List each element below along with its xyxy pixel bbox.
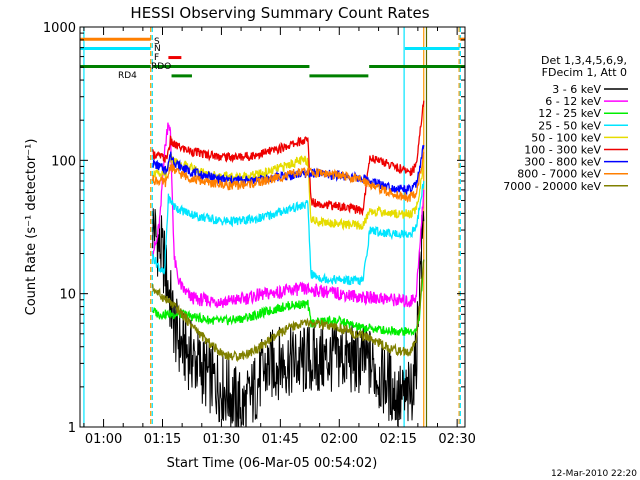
y-tick-label: 100 xyxy=(51,154,76,169)
flag-label-s: S xyxy=(154,37,160,47)
legend-entry-label: 100 - 300 keV xyxy=(524,144,601,157)
series-line-3 xyxy=(152,259,425,337)
legend-entry-label: 25 - 50 keV xyxy=(538,119,601,132)
series-line-4 xyxy=(152,180,425,286)
series-line-6 xyxy=(152,100,425,217)
legend-entry-label: 6 - 12 keV xyxy=(545,95,601,108)
series-line-8 xyxy=(152,152,425,203)
y-tick-label: 10 xyxy=(59,288,76,303)
flag-label-rd4: RD4 xyxy=(118,71,137,81)
x-tick-label: 02:00 xyxy=(321,432,358,447)
legend-entry-label: 7000 - 20000 keV xyxy=(503,180,601,193)
x-tick-label: 01:30 xyxy=(203,432,240,447)
legend-entry-label: 800 - 7000 keV xyxy=(517,168,601,181)
chart-title: HESSI Observing Summary Count Rates xyxy=(130,4,429,22)
flag-label-f: F xyxy=(154,53,159,63)
series-line-2 xyxy=(152,122,425,309)
x-tick-label: 02:15 xyxy=(379,432,416,447)
legend-entry-label: 300 - 800 keV xyxy=(524,156,601,169)
x-axis-label: Start Time (06-Mar-05 00:54:02) xyxy=(167,456,378,471)
y-tick-label: 1 xyxy=(68,421,76,436)
flag-label-rdo: RDO xyxy=(151,62,171,72)
vertical-markers xyxy=(83,27,461,427)
series-line-7 xyxy=(152,144,425,197)
x-tick-label: 01:00 xyxy=(85,432,122,447)
legend: Det 1,3,4,5,6,9,FDecim 1, Att 0 3 - 6 keV… xyxy=(503,54,628,193)
legend-entry-label: 3 - 6 keV xyxy=(552,83,601,96)
x-tick-label: 02:30 xyxy=(438,432,475,447)
series-lines xyxy=(152,100,425,427)
x-tick-label: 01:15 xyxy=(144,432,181,447)
legend-entry-label: 12 - 25 keV xyxy=(538,107,601,120)
series-line-9 xyxy=(152,259,425,363)
legend-entry-label: 50 - 100 keV xyxy=(531,131,601,144)
legend-header-line: FDecim 1, Att 0 xyxy=(542,66,627,79)
legend-header-line: Det 1,3,4,5,6,9, xyxy=(541,54,627,67)
axes: 01:00 01:15 01:30 01:45 02:00 02:15 02:30 1 10 10… xyxy=(43,21,476,447)
status-flags xyxy=(80,37,465,78)
x-tick-label: 01:45 xyxy=(262,432,299,447)
footer-timestamp: 12-Mar-2010 22:20 xyxy=(551,469,637,479)
flag-label-n: N xyxy=(154,44,161,54)
y-tick-label: 1000 xyxy=(43,21,76,36)
y-axis-label: Count Rate (s⁻¹ detector⁻¹) xyxy=(24,139,39,316)
plot-frame xyxy=(79,26,466,428)
series-line-1 xyxy=(152,208,425,427)
